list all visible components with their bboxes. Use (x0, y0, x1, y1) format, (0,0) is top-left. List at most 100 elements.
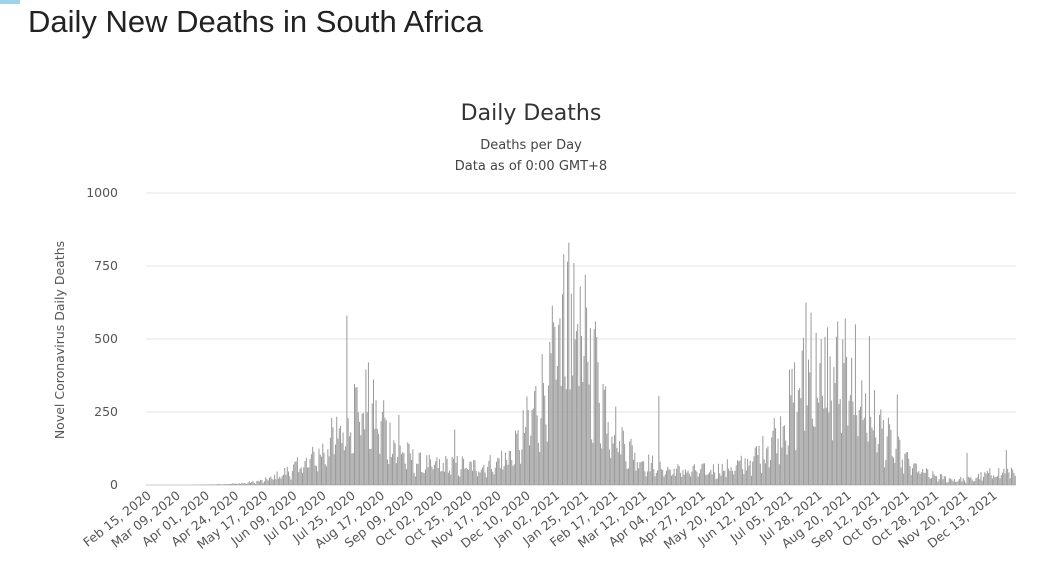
bar (345, 446, 347, 485)
chart-title: Daily Deaths (461, 101, 602, 126)
bar (879, 415, 881, 485)
bar (440, 471, 442, 485)
bar (277, 478, 279, 485)
bar (433, 464, 435, 485)
bar (293, 464, 295, 485)
bar (723, 470, 725, 485)
bar (526, 396, 528, 485)
bar (398, 414, 400, 485)
bar (834, 383, 836, 485)
bar (487, 466, 489, 485)
bar (719, 473, 721, 485)
bar (384, 417, 386, 485)
bar (763, 459, 765, 485)
bar (730, 467, 732, 485)
bar (733, 474, 735, 485)
bar (432, 469, 434, 485)
bar (456, 455, 458, 485)
bar (830, 400, 832, 485)
bar (390, 457, 392, 485)
bar (915, 463, 917, 485)
bar (518, 450, 520, 485)
bar (315, 465, 317, 485)
bar (960, 476, 962, 485)
bar (750, 475, 752, 485)
bar (222, 484, 224, 485)
bar (305, 457, 307, 485)
bar (276, 471, 278, 485)
bar (980, 472, 982, 485)
bar (284, 467, 286, 485)
bar (417, 463, 419, 485)
bar (246, 483, 248, 485)
bar (509, 450, 511, 485)
bar (993, 475, 995, 485)
bar (792, 402, 794, 485)
bar (270, 476, 272, 485)
bar (267, 480, 269, 485)
bar (539, 451, 541, 485)
bar (989, 468, 991, 485)
bar (734, 470, 736, 485)
bar (701, 464, 703, 485)
bar (777, 438, 779, 485)
bar (422, 472, 424, 485)
bar (285, 474, 287, 485)
bar (847, 425, 849, 485)
bar (331, 417, 333, 485)
bar (465, 467, 467, 485)
bar (452, 458, 454, 485)
bar (373, 379, 375, 485)
bar (981, 480, 983, 485)
bar (638, 468, 640, 485)
bar (923, 472, 925, 485)
bar (659, 461, 661, 485)
bar (908, 458, 910, 485)
bar (775, 428, 777, 485)
bar (211, 484, 213, 485)
bar (967, 476, 969, 485)
bar (355, 387, 357, 485)
bar (996, 476, 998, 485)
bar (809, 372, 811, 485)
bar (416, 463, 418, 485)
bar (842, 339, 844, 485)
bar (317, 471, 319, 485)
bar (430, 459, 432, 485)
bar (865, 393, 867, 485)
bar (290, 479, 292, 485)
bar (885, 459, 887, 485)
bar (511, 460, 513, 485)
bar (223, 484, 225, 485)
bar (887, 417, 889, 485)
bar (602, 383, 604, 485)
y-tick-label: 500 (94, 331, 118, 346)
bar (958, 479, 960, 485)
bar (489, 454, 491, 485)
bar (361, 413, 363, 485)
bar (228, 484, 230, 485)
bar (248, 481, 250, 485)
bar (446, 459, 448, 485)
bar (573, 263, 575, 485)
bar (664, 474, 666, 485)
bar (210, 484, 212, 485)
bar (643, 461, 645, 485)
bar (402, 452, 404, 485)
bar (371, 403, 373, 485)
bar (326, 466, 328, 485)
bar (810, 312, 812, 485)
bar (952, 481, 954, 485)
bar (742, 469, 744, 485)
bar (712, 464, 714, 485)
bar (783, 425, 785, 485)
bar (891, 456, 893, 485)
bar (853, 414, 855, 485)
bar (545, 424, 547, 485)
bar (839, 399, 841, 485)
bar (840, 433, 842, 485)
bar (905, 452, 907, 485)
bar (215, 484, 217, 485)
bar (802, 337, 804, 485)
bar (870, 416, 872, 485)
